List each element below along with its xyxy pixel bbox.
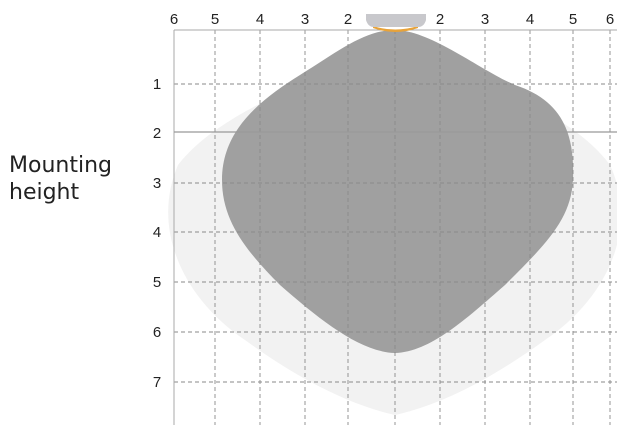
y-tick-2: 2 [153, 125, 161, 142]
y-tick-4: 4 [153, 224, 161, 241]
grid [174, 30, 617, 425]
x-tick-left-3: 3 [301, 11, 309, 28]
sensor-lens [373, 26, 418, 32]
x-tick-left-6: 6 [170, 11, 178, 28]
y-tick-1: 1 [153, 76, 161, 93]
x-tick-left-5: 5 [211, 11, 219, 28]
y-tick-7: 7 [153, 374, 161, 391]
x-tick-right-3: 3 [481, 11, 489, 28]
y-axis-label-line2: height [9, 180, 79, 205]
y-tick-6: 6 [153, 324, 161, 341]
x-tick-right-4: 4 [526, 11, 534, 28]
x-tick-right-6: 6 [606, 11, 614, 28]
y-axis-label-line1: Mounting [9, 153, 112, 178]
y-tick-5: 5 [153, 274, 161, 291]
x-tick-right-5: 5 [569, 11, 577, 28]
x-tick-left-4: 4 [256, 11, 264, 28]
x-tick-right-2: 2 [436, 11, 444, 28]
sensor-body [366, 14, 426, 27]
y-tick-3: 3 [153, 175, 161, 192]
sensor-icon [366, 14, 426, 32]
x-tick-left-2: 2 [344, 11, 352, 28]
